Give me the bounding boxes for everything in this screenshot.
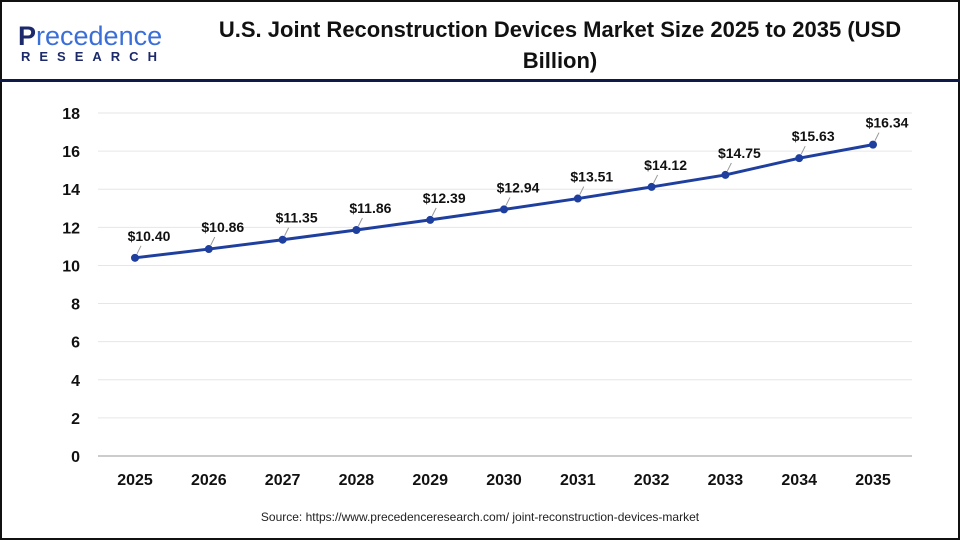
data-label: $14.12 xyxy=(644,157,687,173)
data-label: $11.35 xyxy=(276,210,318,226)
y-tick-label: 4 xyxy=(71,373,80,390)
label-leader xyxy=(874,132,880,141)
y-tick-label: 6 xyxy=(71,335,80,352)
data-label: $12.39 xyxy=(423,190,466,206)
y-tick-label: 8 xyxy=(71,297,80,314)
y-tick-label: 18 xyxy=(62,106,80,123)
data-point xyxy=(795,154,804,163)
y-tick-label: 16 xyxy=(62,144,80,161)
data-label: $10.40 xyxy=(128,228,171,244)
data-point xyxy=(500,205,508,214)
x-tick-label: 2028 xyxy=(339,472,375,489)
logo-subword: RESEARCH xyxy=(21,49,166,64)
chart-title: U.S. Joint Reconstruction Devices Market… xyxy=(218,17,902,73)
source-text: Source: https://www.precedenceresearch.c… xyxy=(260,510,700,524)
y-tick-label: 14 xyxy=(62,182,80,199)
logo-word: recedence xyxy=(36,21,163,51)
label-leader xyxy=(284,227,290,236)
data-point xyxy=(869,140,877,149)
data-label: $11.86 xyxy=(349,200,391,216)
x-tick-label: 2026 xyxy=(191,472,227,489)
label-leader xyxy=(653,174,659,184)
data-point xyxy=(204,245,213,254)
label-leader xyxy=(726,162,732,172)
data-label: $16.34 xyxy=(866,115,909,131)
x-tick-label: 2030 xyxy=(486,472,522,489)
data-point xyxy=(131,253,139,262)
x-tick-label: 2029 xyxy=(412,472,448,489)
y-tick-label: 12 xyxy=(62,220,80,237)
y-tick-label: 2 xyxy=(71,411,80,428)
data-label: $12.94 xyxy=(497,179,540,195)
label-leader xyxy=(505,197,511,206)
x-tick-label: 2035 xyxy=(855,472,891,489)
x-tick-label: 2032 xyxy=(634,472,670,489)
y-tick-label: 10 xyxy=(62,258,80,275)
x-tick-label: 2033 xyxy=(708,472,744,489)
series-line xyxy=(134,143,874,260)
x-tick-label: 2025 xyxy=(117,472,153,489)
header-divider xyxy=(0,79,960,82)
data-label: $10.86 xyxy=(201,219,244,235)
data-label: $15.63 xyxy=(792,128,835,144)
label-leader xyxy=(357,217,363,227)
data-label: $13.51 xyxy=(570,169,613,185)
label-leader xyxy=(136,245,142,255)
data-label: $14.75 xyxy=(718,145,761,161)
data-point xyxy=(721,170,730,179)
data-point xyxy=(278,235,287,244)
data-point xyxy=(352,226,361,235)
x-tick-label: 2034 xyxy=(781,472,817,489)
y-tick-label: 0 xyxy=(71,449,80,466)
x-tick-label: 2031 xyxy=(560,472,596,489)
data-point xyxy=(426,215,435,224)
data-point xyxy=(647,182,656,191)
logo: Precedence RESEARCH xyxy=(18,22,166,64)
data-point xyxy=(573,194,582,203)
logo-initial: P xyxy=(18,21,37,51)
label-leader xyxy=(579,186,585,195)
label-leader xyxy=(210,236,216,246)
x-tick-label: 2027 xyxy=(265,472,301,489)
label-leader xyxy=(800,145,806,155)
label-leader xyxy=(431,207,437,217)
